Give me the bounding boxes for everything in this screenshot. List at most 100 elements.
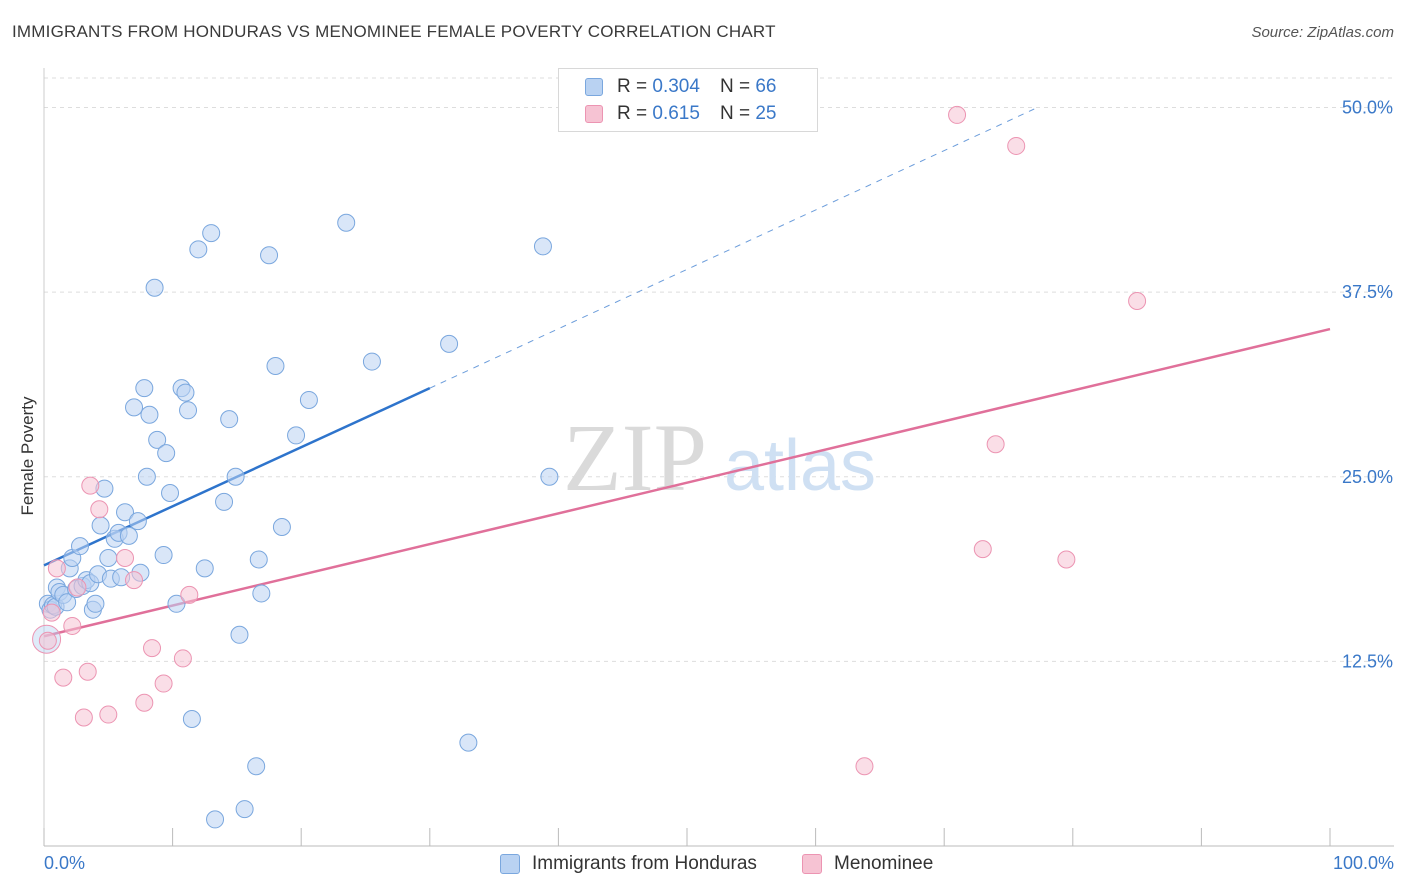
honduras-point	[167, 594, 186, 613]
honduras-point	[247, 757, 266, 776]
honduras-point	[206, 810, 225, 829]
legend-item-honduras[interactable]: Immigrants from Honduras	[500, 851, 757, 877]
r-value: 0.304	[652, 76, 700, 97]
honduras-point	[154, 546, 173, 565]
legend-label: Immigrants from Honduras	[532, 853, 757, 874]
honduras-point	[157, 444, 176, 463]
trend-lines	[43, 108, 1331, 638]
honduras-point	[540, 467, 559, 486]
honduras-point	[99, 549, 118, 567]
honduras-point	[135, 379, 154, 398]
watermark-zip: ZIP	[563, 404, 707, 511]
menominee-point	[135, 693, 154, 712]
honduras-point	[459, 733, 478, 752]
watermark: ZIP atlas	[563, 404, 876, 511]
menominee-point	[973, 540, 992, 559]
axes	[43, 68, 1394, 847]
honduras-point	[182, 709, 201, 728]
chart-title: IMMIGRANTS FROM HONDURAS VS MENOMINEE FE…	[12, 22, 776, 41]
menominee-point	[154, 674, 173, 693]
honduras-point	[202, 224, 221, 243]
honduras-point	[230, 625, 249, 644]
menominee-point	[78, 662, 97, 681]
r-label: R =	[617, 103, 648, 124]
honduras-point	[161, 484, 180, 503]
honduras-point	[260, 246, 279, 265]
honduras-point	[71, 537, 90, 556]
tick-labels: 12.5% 25.0% 37.5% 50.0% 0.0% 100.0%	[44, 98, 1394, 873]
menominee-point	[38, 631, 57, 650]
stats-row-menominee: R = 0.615 N = 25	[585, 102, 776, 126]
honduras-point	[58, 593, 77, 612]
menominee-point	[1128, 292, 1147, 311]
y-tick-label: 25.0%	[1342, 467, 1393, 487]
menominee-swatch	[585, 105, 603, 123]
menominee-point	[99, 705, 118, 724]
honduras-point	[249, 550, 268, 569]
menominee-point	[42, 603, 61, 622]
stats-row-honduras: R = 0.304 N = 66	[585, 75, 776, 99]
honduras-point	[189, 240, 208, 259]
source-note: Source: ZipAtlas.com	[1251, 24, 1394, 41]
honduras-point	[119, 526, 138, 545]
honduras-point	[299, 390, 318, 409]
honduras-point	[125, 398, 144, 417]
honduras-point	[337, 213, 356, 232]
honduras-point	[140, 405, 159, 424]
honduras-point	[148, 430, 167, 449]
menominee-point	[116, 549, 135, 567]
honduras-point	[215, 492, 234, 511]
honduras-point	[128, 512, 147, 531]
y-tick-label: 37.5%	[1342, 282, 1393, 302]
data-points	[32, 105, 1147, 829]
honduras-point	[179, 401, 198, 420]
honduras-swatch	[585, 78, 603, 96]
menominee-point	[143, 639, 162, 658]
honduras-point	[440, 334, 459, 353]
n-value: 25	[755, 103, 777, 124]
menominee-point	[90, 500, 109, 519]
menominee-point	[1007, 136, 1026, 155]
honduras-trend-extension	[429, 108, 1035, 389]
n-label: N =	[719, 76, 751, 97]
grid-lines	[44, 77, 1394, 662]
x-tick-label: 0.0%	[44, 853, 85, 873]
honduras-point	[226, 467, 245, 486]
honduras-legend-swatch	[500, 854, 520, 874]
honduras-point	[176, 383, 195, 402]
n-value: 66	[755, 76, 777, 97]
y-tick-label: 12.5%	[1342, 651, 1393, 671]
menominee-point	[986, 435, 1005, 454]
menominee-point	[125, 571, 144, 590]
honduras-point	[362, 352, 381, 371]
honduras-point	[145, 278, 164, 297]
menominee-point	[173, 649, 192, 668]
y-tick-label: 50.0%	[1342, 98, 1393, 118]
menominee-point	[74, 708, 93, 727]
honduras-point	[235, 800, 254, 819]
honduras-point	[220, 410, 239, 429]
honduras-point	[86, 594, 105, 613]
menominee-point	[180, 585, 199, 604]
menominee-point	[63, 616, 82, 635]
r-value: 0.615	[652, 103, 700, 124]
menominee-point	[47, 559, 66, 578]
honduras-point	[533, 237, 552, 256]
legend-item-menominee[interactable]: Menominee	[802, 851, 933, 877]
r-label: R =	[617, 76, 648, 97]
honduras-point	[137, 467, 156, 486]
honduras-point	[272, 517, 291, 536]
menominee-point	[68, 578, 87, 597]
honduras-point	[252, 584, 271, 603]
honduras-point	[195, 559, 214, 578]
legend-label: Menominee	[834, 853, 934, 874]
x-tick-label: 100.0%	[1333, 853, 1394, 873]
menominee-point	[54, 668, 73, 687]
menominee-point	[855, 757, 874, 776]
stats-legend: R = 0.304 N = 66 R = 0.615 N = 25	[558, 68, 818, 132]
honduras-point	[91, 516, 110, 535]
n-label: N =	[719, 103, 751, 124]
menominee-point	[81, 476, 100, 495]
menominee-legend-swatch	[802, 854, 822, 874]
